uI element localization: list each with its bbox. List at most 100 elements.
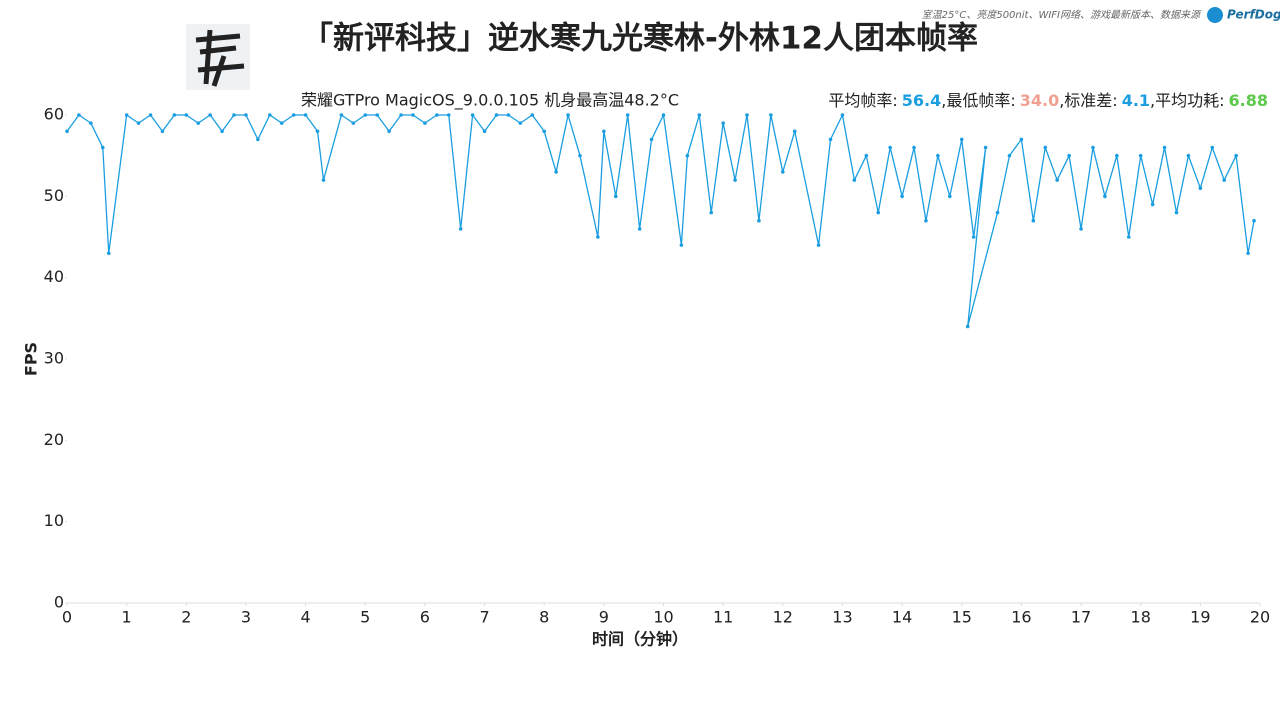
point — [411, 113, 415, 117]
point — [792, 129, 797, 134]
point — [148, 113, 153, 117]
x-tick-label: 20 — [1250, 608, 1270, 627]
point — [1162, 145, 1167, 150]
point — [697, 113, 702, 117]
y-tick-label: 40 — [44, 267, 64, 286]
point — [769, 113, 773, 117]
point — [661, 113, 666, 117]
point — [172, 113, 177, 117]
x-tick-label: 6 — [420, 608, 430, 627]
point — [1031, 218, 1036, 223]
logo — [186, 24, 250, 90]
point — [554, 170, 558, 174]
point — [965, 324, 970, 329]
point — [1091, 145, 1095, 150]
x-tick-label: 15 — [952, 608, 972, 627]
point — [482, 129, 487, 134]
note: 室温25°C、亮度500nit、WIFI网络、游戏最新版本、数据来源 — [922, 9, 1202, 21]
point — [948, 194, 952, 199]
point — [1150, 202, 1155, 207]
y-tick-label: 20 — [44, 430, 64, 449]
point — [900, 194, 904, 199]
point — [375, 113, 379, 117]
point — [89, 121, 93, 125]
x-tick-label: 2 — [181, 608, 191, 627]
point — [530, 113, 535, 117]
point — [578, 153, 582, 158]
stat-value: 6.88 — [1229, 91, 1268, 110]
point — [1019, 137, 1024, 142]
point — [745, 113, 749, 117]
point — [315, 129, 320, 134]
point — [781, 170, 785, 174]
point — [733, 178, 737, 182]
point — [1174, 210, 1179, 215]
point — [566, 113, 570, 117]
point — [912, 145, 916, 150]
point — [363, 113, 368, 117]
point — [291, 113, 296, 117]
point — [876, 210, 881, 215]
x-tick-label: 19 — [1190, 608, 1210, 627]
stat-value: 4.1 — [1122, 91, 1150, 110]
point — [339, 113, 344, 117]
y-tick-label: 10 — [44, 511, 64, 530]
point — [685, 153, 690, 158]
point — [494, 113, 499, 117]
y-tick-label: 60 — [44, 105, 64, 124]
stat-value: 56.4 — [902, 91, 941, 110]
point — [435, 113, 439, 117]
stat-label: 平均帧率: — [828, 91, 897, 110]
point — [244, 113, 248, 117]
x-tick-label: 11 — [713, 608, 733, 627]
point — [840, 113, 845, 117]
point — [77, 113, 81, 117]
point — [470, 113, 475, 117]
point — [1126, 235, 1131, 239]
point — [387, 129, 391, 134]
point — [106, 251, 111, 256]
point — [351, 121, 356, 125]
point — [279, 121, 284, 125]
point — [679, 243, 684, 247]
logo-glyph — [195, 29, 245, 87]
point — [232, 113, 236, 117]
point — [196, 121, 201, 125]
x-tick-label: 9 — [599, 608, 609, 627]
point — [602, 129, 606, 134]
point — [220, 129, 224, 134]
brand: PerfDog — [1227, 8, 1280, 22]
point — [888, 145, 892, 150]
point — [613, 194, 618, 199]
x-tick-label: 4 — [301, 608, 311, 627]
point — [136, 121, 141, 125]
point — [757, 218, 761, 223]
brand-icon — [1207, 7, 1223, 23]
point — [423, 121, 427, 125]
point — [816, 243, 821, 247]
point — [208, 113, 212, 117]
point — [506, 113, 511, 117]
x-tick-label: 1 — [122, 608, 132, 627]
point — [1186, 153, 1191, 158]
point — [303, 113, 308, 117]
x-tick-label: 7 — [479, 608, 489, 627]
x-tick-label: 18 — [1131, 608, 1151, 627]
point — [256, 137, 260, 142]
stat-value: 34.0 — [1020, 91, 1059, 110]
y-tick-label: 0 — [54, 593, 64, 612]
point — [936, 153, 940, 158]
point — [983, 145, 988, 150]
point — [721, 121, 725, 125]
point — [971, 235, 976, 239]
point — [1210, 145, 1215, 150]
stat-label: ,最低帧率: — [941, 91, 1015, 110]
point — [1138, 153, 1143, 158]
point — [625, 113, 630, 117]
chart-title: 「新评科技」逆水寒九光寒林-外林12人团本帧率 — [302, 21, 978, 57]
point — [446, 113, 451, 117]
point — [649, 137, 654, 142]
point — [596, 235, 600, 239]
